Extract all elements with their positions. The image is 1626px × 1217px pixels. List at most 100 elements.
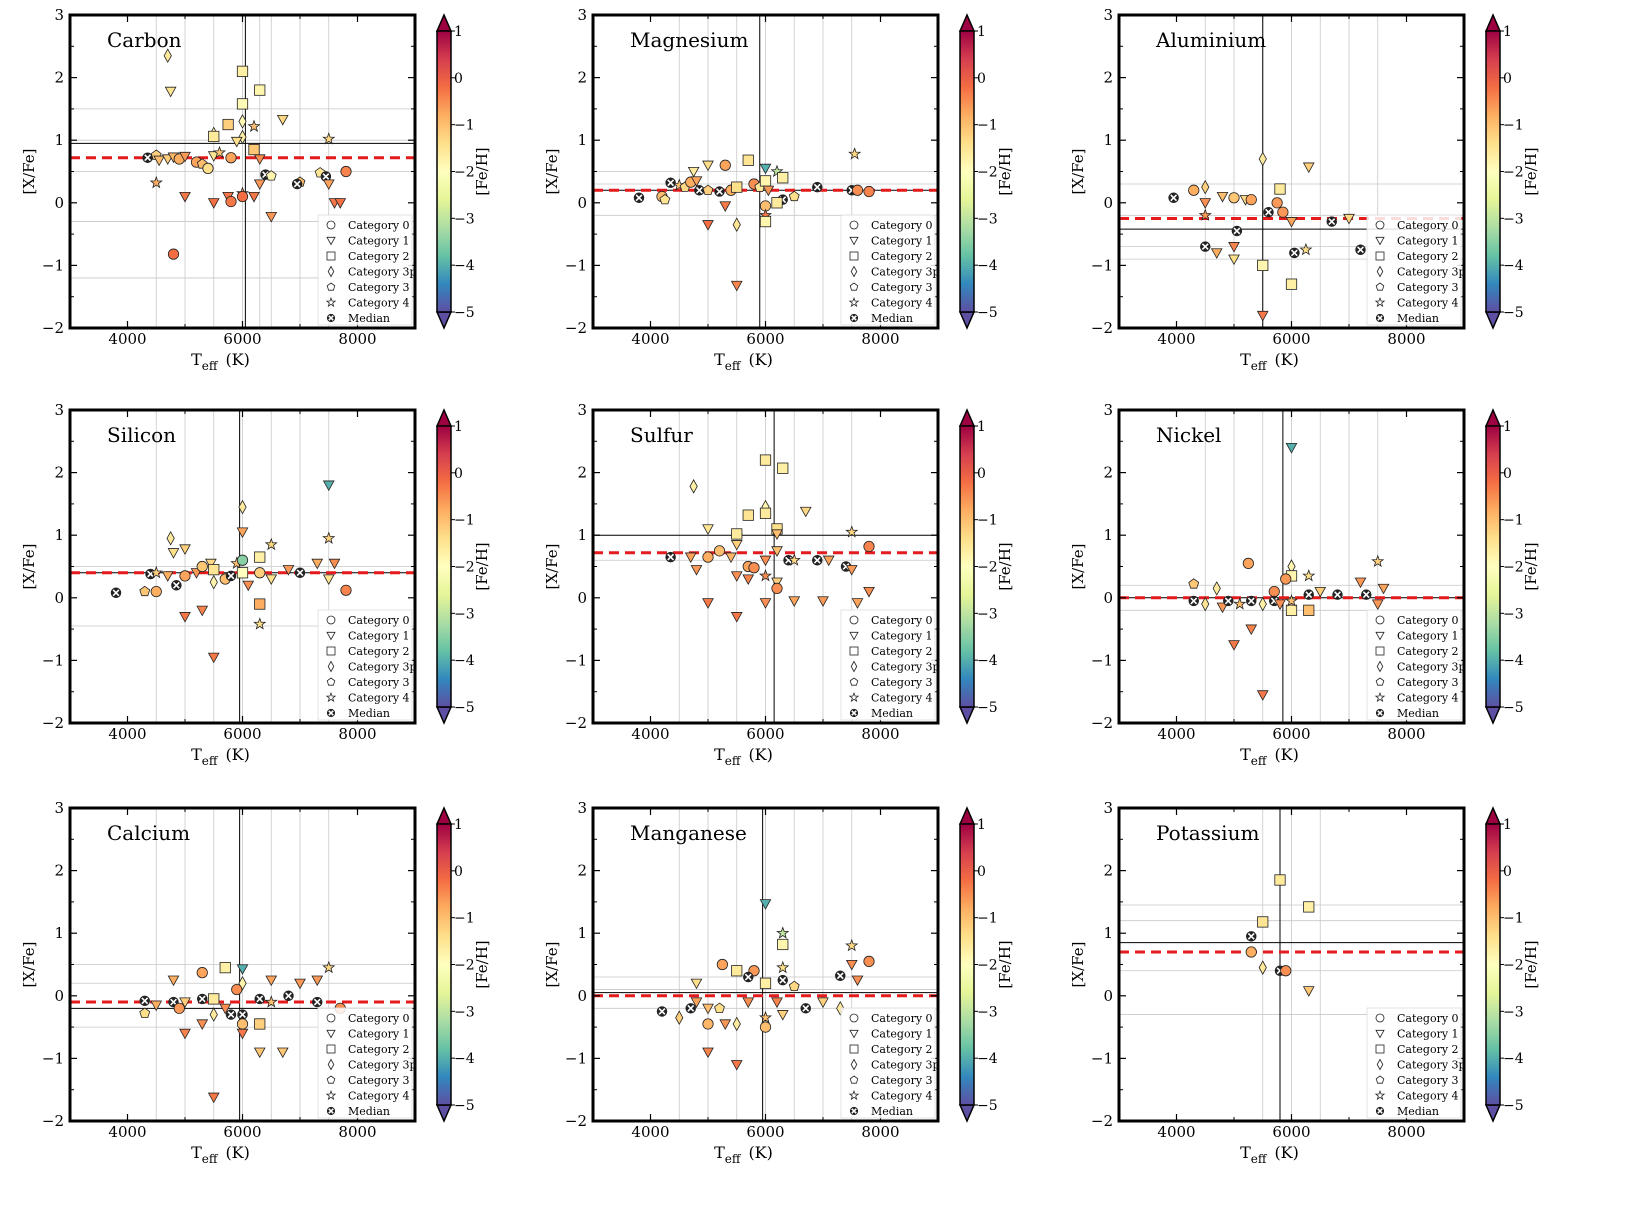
y-tick-label: −1 <box>42 651 64 669</box>
legend-marker <box>326 615 336 625</box>
data-point <box>714 1002 725 1013</box>
data-point <box>139 995 150 1007</box>
legend-label: Category 0 <box>348 219 410 232</box>
y-tick-label: 1 <box>1103 526 1113 544</box>
x-tick-label: 4000 <box>108 725 146 743</box>
data-point <box>1303 901 1315 913</box>
x-axis-label: Teff (K) <box>191 1143 250 1166</box>
x-axis-label: Teff (K) <box>1240 1143 1299 1166</box>
data-point <box>685 1003 696 1014</box>
median-marker-cross <box>802 1004 810 1012</box>
data-point <box>742 154 754 166</box>
data-point <box>209 574 218 590</box>
data-point <box>633 192 645 204</box>
data-point <box>1245 946 1257 958</box>
median-marker-cross <box>141 997 149 1005</box>
colorbar-tick-label: −4 <box>454 1051 475 1067</box>
data-point <box>1371 554 1385 568</box>
data-point <box>322 179 335 191</box>
data-point <box>684 552 697 564</box>
data-point <box>202 162 214 174</box>
legend-label: Category 0 <box>348 1012 410 1025</box>
data-points <box>110 480 352 664</box>
legend-label: Category 1 <box>1397 1028 1459 1041</box>
x-axis-label: Teff (K) <box>191 745 250 768</box>
data-point <box>1302 569 1316 582</box>
legend: Category 0 Category 1 Category 2 Category 3… <box>840 1007 940 1119</box>
colorbar-label: [Fe/H] <box>1522 147 1540 195</box>
data-point <box>1168 192 1179 204</box>
colorbar-tick-label: 0 <box>977 466 986 482</box>
legend-label: Category 4 <box>348 297 410 310</box>
colorbar-tick-label: 1 <box>1503 24 1512 40</box>
colorbar-gradient <box>436 425 452 708</box>
data-point <box>719 159 731 171</box>
median-marker-cross <box>1328 218 1336 226</box>
legend-marker <box>1375 1106 1385 1116</box>
median-marker-cross <box>1362 591 1370 599</box>
legend-label: Category 3 <box>1397 1074 1459 1087</box>
data-point <box>730 1060 743 1071</box>
median-marker-cross <box>322 173 330 180</box>
data-point <box>208 130 220 143</box>
y-tick-label: 3 <box>1103 401 1113 419</box>
data-point <box>207 198 220 209</box>
data-point <box>179 612 191 623</box>
median-marker-cross <box>296 569 304 577</box>
y-tick-label: 1 <box>577 526 587 544</box>
data-point <box>788 596 801 607</box>
data-points <box>633 147 875 292</box>
x-axis-label: Teff (K) <box>1240 350 1299 373</box>
legend-marker <box>1375 615 1385 625</box>
data-point <box>714 186 725 197</box>
data-point <box>759 454 772 466</box>
legend-marker <box>327 1058 335 1071</box>
legend-label: Category 1 <box>871 1028 933 1041</box>
data-point <box>322 960 336 974</box>
data-point <box>1216 602 1229 614</box>
x-axis-label-sub: eff <box>725 359 742 373</box>
colorbar-tick-label: −1 <box>977 118 998 134</box>
legend-label: Median <box>1397 1105 1439 1118</box>
data-point <box>212 145 227 159</box>
data-point <box>236 190 249 203</box>
colorbar-tick-label: −5 <box>977 305 998 321</box>
data-point <box>311 558 324 570</box>
data-point <box>197 993 208 1005</box>
colorbar-tick-label: −5 <box>454 1098 475 1114</box>
y-tick-label: −1 <box>565 651 587 669</box>
data-point <box>759 215 772 228</box>
data-point <box>153 155 166 167</box>
median-marker-cross <box>667 553 675 561</box>
legend-marker <box>326 282 336 291</box>
colorbar-extend-top <box>958 806 976 825</box>
data-point <box>1199 198 1212 209</box>
colorbar-tick-label: −3 <box>977 211 998 227</box>
legend-label: Category 4 <box>871 297 933 310</box>
data-point <box>248 143 260 156</box>
data-point <box>863 586 875 598</box>
median-marker-cross <box>1224 597 1232 605</box>
data-point <box>770 164 784 178</box>
data-point <box>732 217 741 233</box>
data-point <box>759 598 772 609</box>
colorbar-tick-label: −5 <box>1503 700 1524 716</box>
data-point <box>237 1009 248 1020</box>
legend-label: Category 4 <box>871 1090 933 1103</box>
legend-label: Category 3p <box>871 1059 940 1072</box>
colorbar-tick-label: 0 <box>1503 71 1512 87</box>
data-point <box>1245 624 1258 636</box>
data-point <box>742 509 754 521</box>
colorbar-gradient <box>1485 30 1501 313</box>
data-point <box>771 582 783 595</box>
colorbar-extend-top <box>435 13 453 32</box>
y-tick-label: 2 <box>54 464 64 482</box>
data-point <box>230 136 243 148</box>
data-point <box>1280 965 1292 977</box>
y-tick-label: 1 <box>1103 924 1113 942</box>
colorbar-extend-bottom <box>1484 706 1502 725</box>
data-point <box>238 975 247 991</box>
data-point <box>164 86 177 98</box>
y-tick-label: 2 <box>1103 464 1113 482</box>
legend-label: Category 3 <box>348 281 410 294</box>
